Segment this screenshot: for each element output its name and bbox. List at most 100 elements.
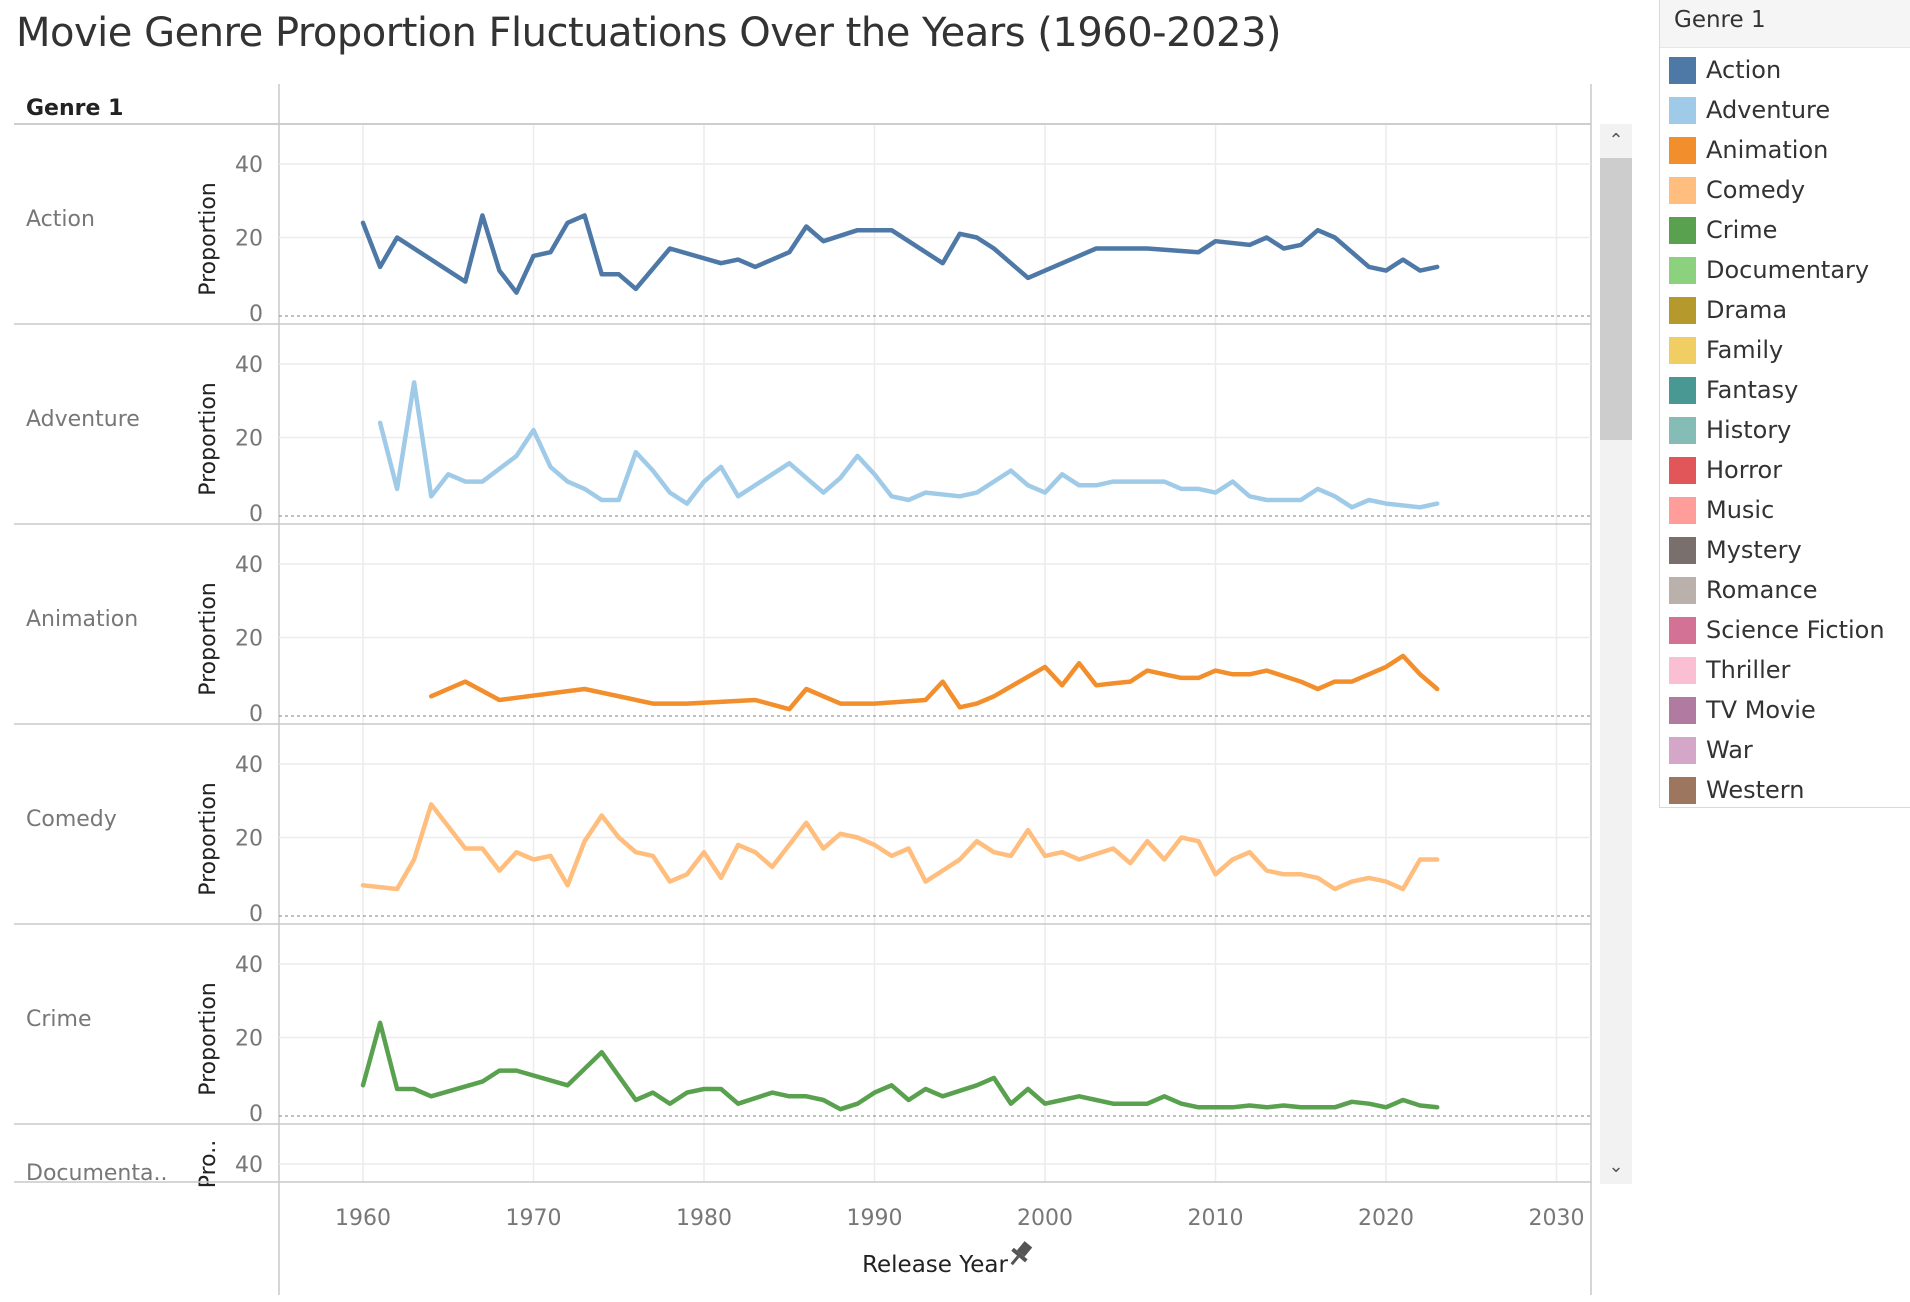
legend-label: TV Movie (1706, 696, 1816, 724)
y-axis-title: Proportion (196, 582, 221, 696)
y-tick-label: 20 (235, 627, 263, 652)
legend-item[interactable]: Fantasy (1669, 370, 1798, 410)
panel-label-crime: Crime (26, 1007, 91, 1032)
legend-swatch (1669, 656, 1696, 684)
series-line-comedy (360, 802, 1440, 892)
legend-item[interactable]: Crime (1669, 210, 1777, 250)
y-tick-label: 40 (235, 953, 263, 978)
legend-item[interactable]: Thriller (1669, 650, 1790, 690)
legend-label: Comedy (1706, 176, 1806, 204)
y-tick-label: 20 (235, 227, 263, 252)
chart-area: Genre 1 0 20 40 Proportion Action 0 20 40 Proport… (14, 84, 1592, 1295)
series-line-animation (428, 653, 1440, 712)
y-tick-label: 0 (249, 902, 263, 927)
y-tick-label: 20 (235, 427, 263, 452)
legend-swatch (1669, 136, 1696, 164)
x-tick-label: 2010 (1188, 1206, 1244, 1231)
legend-label: Science Fiction (1706, 616, 1885, 644)
legend-label: Action (1706, 56, 1782, 84)
x-tick-label: 2000 (1017, 1206, 1073, 1231)
x-tick-label: 1970 (506, 1206, 562, 1231)
y-tick-label: 0 (249, 1102, 263, 1127)
legend-item[interactable]: Western (1669, 770, 1804, 810)
y-tick-label: 40 (235, 1153, 263, 1178)
legend-swatch (1669, 456, 1696, 484)
legend-swatch (1669, 696, 1696, 724)
x-tick-label: 1990 (847, 1206, 903, 1231)
legend-label: History (1706, 416, 1792, 444)
legend-swatch (1669, 736, 1696, 764)
legend-label: Horror (1706, 456, 1783, 484)
legend-item[interactable]: Adventure (1669, 90, 1830, 130)
legend-swatch (1669, 296, 1696, 324)
y-tick-label: 40 (235, 353, 263, 378)
scroll-down-icon[interactable]: ⌄ (1608, 1156, 1624, 1177)
legend-item[interactable]: Music (1669, 490, 1774, 530)
y-tick-label: 40 (235, 153, 263, 178)
x-tick-label: 2030 (1529, 1206, 1585, 1231)
legend-item[interactable]: Science Fiction (1669, 610, 1885, 650)
legend-item[interactable]: Mystery (1669, 530, 1802, 570)
legend-item[interactable]: Documentary (1669, 250, 1869, 290)
legend-label: Music (1706, 496, 1775, 524)
vertical-scrollbar[interactable]: ⌃ ⌄ (1600, 124, 1632, 1184)
legend-label: Adventure (1706, 96, 1831, 124)
scroll-up-icon[interactable]: ⌃ (1608, 130, 1624, 151)
x-axis-title: Release Year (862, 1252, 1008, 1278)
legend-label: Romance (1706, 576, 1818, 604)
scroll-thumb[interactable] (1600, 158, 1632, 440)
y-axis-title: Proportion (196, 782, 221, 896)
legend: Genre 1 Action Adventure Animation Comedy Cr… (1659, 0, 1910, 808)
series-line-crime (360, 1020, 1440, 1112)
legend-label: Animation (1706, 136, 1829, 164)
legend-label: War (1706, 736, 1753, 764)
series-line-action (360, 213, 1440, 295)
panel-label-animation: Animation (26, 607, 138, 632)
x-tick-label: 2020 (1358, 1206, 1414, 1231)
row-header-label: Genre 1 (26, 96, 123, 121)
legend-swatch (1669, 56, 1696, 84)
legend-swatch (1669, 416, 1696, 444)
legend-swatch (1669, 216, 1696, 244)
legend-swatch (1669, 776, 1696, 804)
legend-swatch (1669, 256, 1696, 284)
y-tick-label: 40 (235, 553, 263, 578)
legend-label: Drama (1706, 296, 1788, 324)
legend-item[interactable]: Horror (1669, 450, 1782, 490)
pin-icon[interactable] (1005, 1239, 1036, 1270)
legend-item[interactable]: Family (1669, 330, 1783, 370)
y-tick-label: 0 (249, 502, 263, 527)
legend-label: Western (1706, 776, 1805, 804)
chart-title: Movie Genre Proportion Fluctuations Over… (16, 10, 1282, 56)
legend-item[interactable]: History (1669, 410, 1791, 450)
legend-item[interactable]: Action (1669, 50, 1781, 90)
x-tick-label: 1980 (676, 1206, 732, 1231)
legend-swatch (1669, 576, 1696, 604)
legend-item[interactable]: Drama (1669, 290, 1787, 330)
legend-item[interactable]: Comedy (1669, 170, 1805, 210)
legend-label: Crime (1706, 216, 1778, 244)
legend-label: Fantasy (1706, 376, 1799, 404)
series-line-adventure (377, 380, 1440, 510)
legend-swatch (1669, 536, 1696, 564)
panel-label-comedy: Comedy (26, 807, 117, 832)
y-tick-label: 20 (235, 827, 263, 852)
legend-swatch (1669, 616, 1696, 644)
y-axis-title: Proportion (196, 982, 221, 1096)
legend-item[interactable]: Animation (1669, 130, 1828, 170)
legend-item[interactable]: War (1669, 730, 1753, 770)
legend-title: Genre 1 (1660, 0, 1910, 48)
legend-item[interactable]: TV Movie (1669, 690, 1816, 730)
y-axis-title: Proportion (196, 182, 221, 296)
legend-swatch (1669, 96, 1696, 124)
legend-swatch (1669, 176, 1696, 204)
x-tick-label: 1960 (335, 1206, 391, 1231)
y-axis-title-truncated: Pro.. (196, 1140, 221, 1189)
legend-item[interactable]: Romance (1669, 570, 1818, 610)
y-tick-label: 20 (235, 1027, 263, 1052)
legend-swatch (1669, 376, 1696, 404)
legend-label: Thriller (1706, 656, 1791, 684)
y-axis-title: Proportion (196, 382, 221, 496)
legend-label: Documentary (1706, 256, 1870, 284)
legend-label: Mystery (1706, 536, 1802, 564)
